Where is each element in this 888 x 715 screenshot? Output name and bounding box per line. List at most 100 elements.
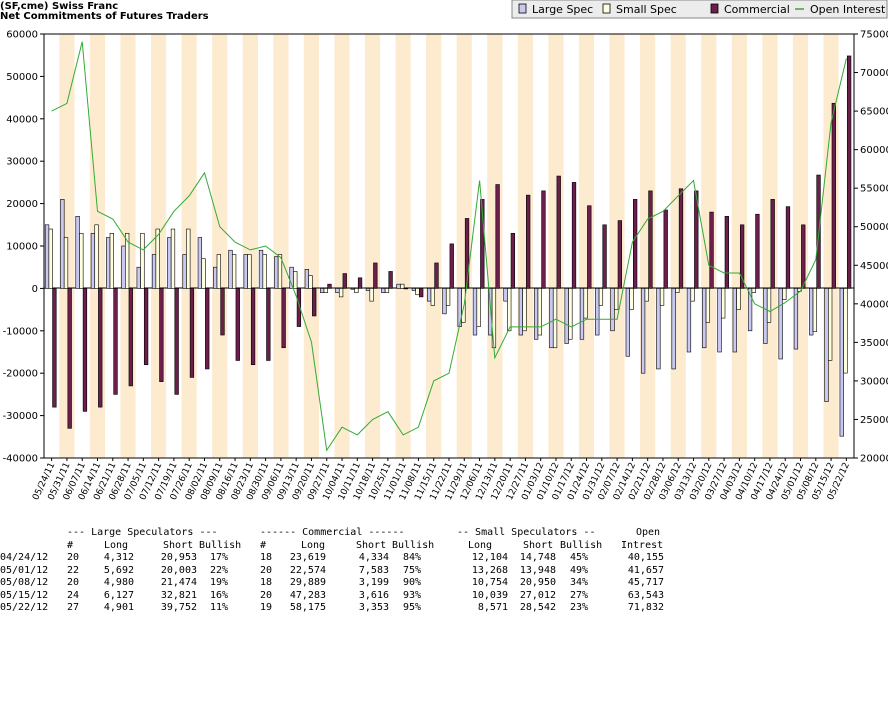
cell-ls-short: 21,474 [160, 577, 197, 588]
header-ss-short: Short [523, 539, 554, 551]
bar-small-spec [568, 288, 573, 340]
bar-large-spec [304, 269, 309, 289]
bar-small-spec [614, 288, 619, 310]
bar-commercial [327, 283, 332, 289]
cell-ls-long: 4,312 [103, 552, 134, 563]
bar-large-spec [320, 288, 325, 293]
cell-com-short: 3,616 [358, 589, 389, 601]
bar-large-spec [151, 254, 157, 289]
cell-ls-n: 20 [67, 552, 80, 563]
bar-large-spec [518, 288, 523, 336]
header-com-short: Short [356, 539, 387, 551]
cell-ss-short: 13,948 [519, 564, 556, 576]
bar-commercial [602, 224, 607, 289]
cell-ls-n: 20 [67, 577, 80, 588]
y-left-tick-label: 0 [32, 284, 38, 295]
week-band [792, 34, 809, 458]
bar-small-spec [736, 288, 741, 310]
bar-commercial [67, 288, 72, 429]
bar-commercial [694, 190, 699, 289]
cell-com-bull: 84% [403, 552, 422, 563]
cell-date: 05/08/12 [0, 577, 49, 588]
y-left-tick-label: 40000 [6, 114, 38, 125]
bar-small-spec [690, 288, 695, 302]
week-band [227, 34, 243, 458]
bar-commercial [82, 288, 88, 412]
week-band [410, 34, 427, 458]
bar-commercial [480, 199, 485, 289]
table-row: 05/08/12 20 4,980 21,474 19% 18 29,889 3,199 90%… [0, 577, 888, 590]
legend-swatch [518, 3, 527, 14]
week-band [808, 34, 824, 458]
header-oi: Intrest [621, 539, 664, 551]
week-band [517, 34, 534, 458]
week-band [487, 34, 503, 458]
bars [44, 55, 852, 437]
cell-date: 05/22/12 [0, 602, 49, 613]
bar-large-spec [579, 288, 585, 340]
y-left-tick-label: -10000 [3, 326, 38, 337]
bar-large-spec [426, 288, 432, 302]
cell-oi: 63,543 [627, 589, 664, 601]
bar-commercial [266, 288, 271, 361]
positions-table: --- Large Speculators --- ------ Commerc… [0, 527, 888, 618]
x-axis: 05/24/1105/31/1106/07/1106/14/1106/21/11… [31, 458, 852, 502]
bar-small-spec [659, 288, 665, 306]
header-large-spec: --- Large Speculators --- [67, 527, 218, 538]
week-band [777, 34, 793, 458]
y-left-tick-label: 30000 [6, 157, 38, 168]
week-band [349, 34, 365, 458]
cell-ls-long: 4,901 [103, 602, 134, 613]
table-rows: 04/24/12 20 4,312 20,953 17% 18 23,619 4,334 84%… [0, 552, 888, 615]
week-band [609, 34, 625, 458]
bar-commercial [250, 288, 256, 366]
legend-label: Commercial [724, 3, 790, 16]
cell-ss-short: 14,748 [519, 552, 556, 563]
cell-com-long: 29,889 [289, 577, 326, 588]
bar-large-spec [411, 288, 416, 291]
cell-date: 05/15/12 [0, 589, 49, 601]
cell-com-short: 3,199 [358, 577, 389, 588]
bar-large-spec [640, 288, 646, 374]
cell-ss-long: 10,754 [471, 577, 508, 588]
week-band [334, 34, 350, 458]
bar-large-spec [121, 245, 126, 289]
bar-commercial [495, 184, 500, 289]
bar-small-spec [155, 228, 160, 289]
week-band [670, 34, 686, 458]
cell-ls-bull: 19% [210, 577, 229, 588]
bar-small-spec [522, 288, 527, 332]
cell-com-n: 20 [260, 564, 273, 576]
header-ss-long: Long [468, 539, 493, 551]
table-row: 05/15/12 24 6,127 32,821 16% 20 47,283 3,616 93%… [0, 590, 888, 603]
bar-large-spec [167, 237, 172, 289]
y-right-tick-label: 55000 [860, 184, 888, 195]
bar-small-spec [675, 288, 680, 293]
bar-small-spec [79, 232, 84, 289]
bar-small-spec [63, 237, 69, 289]
header-ls-short: Short [163, 539, 194, 551]
bar-large-spec [702, 288, 707, 349]
cell-com-n: 18 [260, 552, 273, 563]
bar-commercial [205, 288, 210, 370]
y-left-tick-label: -20000 [3, 369, 38, 380]
week-bands [44, 34, 854, 458]
cell-ls-short: 20,953 [160, 552, 197, 563]
bar-small-spec [812, 288, 818, 332]
y-right-tick-label: 30000 [860, 376, 888, 387]
cell-ss-short: 20,950 [519, 577, 556, 588]
legend-swatch [710, 3, 719, 14]
week-band [731, 34, 748, 458]
week-band [456, 34, 472, 458]
bar-small-spec [247, 254, 252, 289]
y-left-tick-label: 60000 [6, 30, 38, 41]
bar-small-spec [354, 288, 359, 293]
bar-commercial [113, 288, 118, 395]
bar-commercial [709, 211, 714, 289]
bar-small-spec [125, 232, 130, 289]
bar-commercial [739, 224, 745, 289]
cell-com-long: 22,574 [289, 564, 326, 576]
bar-small-spec [400, 283, 405, 289]
bar-large-spec [533, 288, 539, 340]
